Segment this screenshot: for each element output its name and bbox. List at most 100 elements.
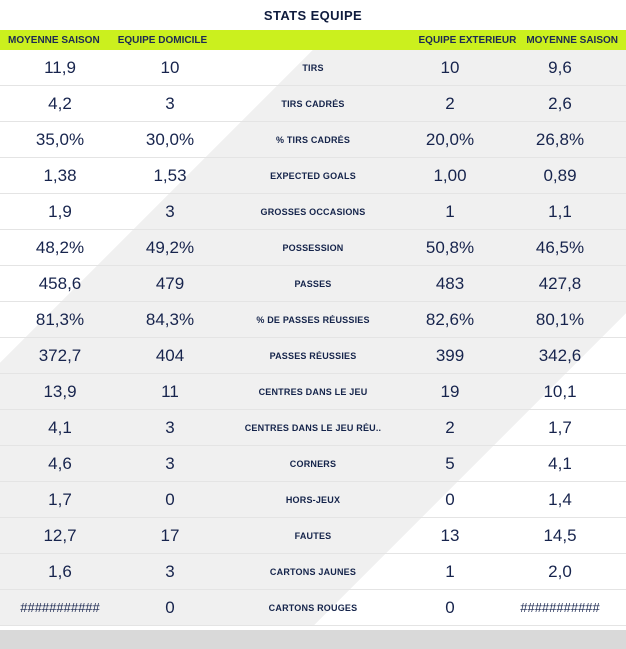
away-value: 0	[445, 489, 455, 509]
stat-label: TIRS CADRÉS	[281, 98, 345, 109]
stat-label: CARTONS ROUGES	[268, 602, 358, 613]
table-row: 4,1 3 CENTRES DANS LE JEU RÉU.. 2 1,7	[0, 410, 626, 446]
table-row: 35,0% 30,0% % TIRS CADRÉS 20,0% 26,8%	[0, 122, 626, 158]
stat-label: CARTONS JAUNES	[269, 566, 357, 577]
header-moyenne-saison-left: MOYENNE SAISON	[8, 34, 100, 46]
home-value: 17	[160, 525, 180, 545]
right-average-value: 10,1	[543, 381, 577, 401]
home-value: 1,53	[153, 165, 187, 185]
stat-label: HORS-JEUX	[285, 494, 341, 505]
table-row: 4,6 3 CORNERS 5 4,1	[0, 446, 626, 482]
right-average-value: 342,6	[538, 345, 582, 365]
home-value: 84,3%	[145, 309, 195, 329]
home-value: 3	[165, 417, 175, 437]
left-average-value: 4,1	[48, 417, 72, 437]
table-row: 11,9 10 TIRS 10 9,6	[0, 50, 626, 86]
right-average-value: 2,0	[548, 561, 572, 581]
table-row: 1,6 3 CARTONS JAUNES 1 2,0	[0, 554, 626, 590]
left-average-value: 11,9	[44, 57, 76, 77]
right-average-value: 1,1	[548, 201, 572, 221]
header-equipe-domicile: EQUIPE DOMICILE	[117, 34, 208, 46]
right-average-value: 9,6	[548, 57, 572, 77]
table-row: 48,2% 49,2% POSSESSION 50,8% 46,5%	[0, 230, 626, 266]
right-average-value: 1,7	[548, 417, 572, 437]
away-value: 2	[445, 417, 455, 437]
away-value: 483	[435, 273, 465, 293]
left-average-value: ###########	[20, 600, 100, 615]
right-average-value: 26,8%	[535, 129, 585, 149]
right-average-value: 427,8	[538, 273, 582, 293]
away-value: 82,6%	[425, 309, 475, 329]
stat-label: CENTRES DANS LE JEU	[258, 386, 368, 397]
away-value: 19	[440, 381, 460, 401]
table-row: 13,9 11 CENTRES DANS LE JEU 19 10,1	[0, 374, 626, 410]
left-average-value: 12,7	[43, 525, 77, 545]
away-value: 10	[440, 57, 460, 77]
header-moyenne-saison-right: MOYENNE SAISON	[526, 34, 618, 46]
right-average-value: 0,89	[543, 165, 577, 185]
stat-label: % TIRS CADRÉS	[275, 134, 351, 145]
away-value: 399	[435, 345, 465, 365]
stat-label: % DE PASSES RÉUSSIES	[256, 314, 370, 325]
home-value: 479	[155, 273, 185, 293]
right-average-value: 4,1	[548, 453, 572, 473]
right-average-value: 80,1%	[535, 309, 585, 329]
stat-label: PASSES	[294, 278, 332, 289]
right-average-value: 14,5	[543, 525, 577, 545]
stat-label: GROSSES OCCASIONS	[260, 206, 366, 217]
left-average-value: 1,9	[48, 201, 72, 221]
away-value: 5	[445, 453, 455, 473]
left-average-value: 458,6	[38, 273, 82, 293]
right-average-value: ###########	[520, 600, 600, 615]
home-value: 0	[165, 489, 175, 509]
home-value: 404	[155, 345, 185, 365]
home-value: 3	[165, 201, 175, 221]
table-row: 1,38 1,53 EXPECTED GOALS 1,00 0,89	[0, 158, 626, 194]
left-average-value: 48,2%	[35, 237, 85, 257]
page-title: STATS EQUIPE	[263, 7, 363, 23]
home-value: 49,2%	[145, 237, 195, 257]
away-value: 50,8%	[425, 237, 475, 257]
footer-band	[0, 630, 626, 649]
table-row: 12,7 17 FAUTES 13 14,5	[0, 518, 626, 554]
header-equipe-exterieur: EQUIPE EXTERIEUR	[418, 34, 517, 46]
stat-label: CORNERS	[289, 458, 337, 469]
away-value: 13	[440, 525, 460, 545]
right-average-value: 1,4	[548, 489, 572, 509]
away-value: 2	[445, 93, 455, 113]
left-average-value: 35,0%	[35, 129, 85, 149]
away-value: 0	[445, 597, 455, 617]
away-value: 20,0%	[425, 129, 475, 149]
left-average-value: 372,7	[38, 345, 82, 365]
left-average-value: 81,3%	[35, 309, 85, 329]
stat-label: POSSESSION	[282, 242, 344, 253]
left-average-value: 13,9	[43, 381, 77, 401]
away-value: 1	[445, 201, 455, 221]
home-value: 11	[161, 381, 179, 401]
left-average-value: 1,7	[48, 489, 72, 509]
away-value: 1,00	[433, 165, 467, 185]
table-row: 1,9 3 GROSSES OCCASIONS 1 1,1	[0, 194, 626, 230]
stat-label: CENTRES DANS LE JEU RÉU..	[244, 422, 382, 433]
table-header: MOYENNE SAISON EQUIPE DOMICILE EQUIPE EX…	[0, 30, 626, 50]
table-row: 4,2 3 TIRS CADRÉS 2 2,6	[0, 86, 626, 122]
table-row: 372,7 404 PASSES RÉUSSIES 399 342,6	[0, 338, 626, 374]
right-average-value: 2,6	[548, 93, 572, 113]
table-row: 458,6 479 PASSES 483 427,8	[0, 266, 626, 302]
stats-table-body: 11,9 10 TIRS 10 9,6 4,2 3 TIRS CADRÉS 2 2,6 35,0% 3…	[0, 50, 626, 626]
stat-label: FAUTES	[294, 530, 332, 541]
table-row: ########### 0 CARTONS ROUGES 0 ###########	[0, 590, 626, 626]
left-average-value: 1,6	[48, 561, 72, 581]
left-average-value: 1,38	[43, 165, 77, 185]
home-value: 3	[165, 453, 175, 473]
home-value: 3	[165, 93, 175, 113]
table-row: 1,7 0 HORS-JEUX 0 1,4	[0, 482, 626, 518]
stat-label: PASSES RÉUSSIES	[269, 350, 357, 361]
away-value: 1	[445, 561, 455, 581]
left-average-value: 4,6	[48, 453, 72, 473]
home-value: 0	[165, 597, 175, 617]
left-average-value: 4,2	[48, 93, 72, 113]
footer-gap	[0, 626, 626, 630]
table-row: 81,3% 84,3% % DE PASSES RÉUSSIES 82,6% 80,1%	[0, 302, 626, 338]
